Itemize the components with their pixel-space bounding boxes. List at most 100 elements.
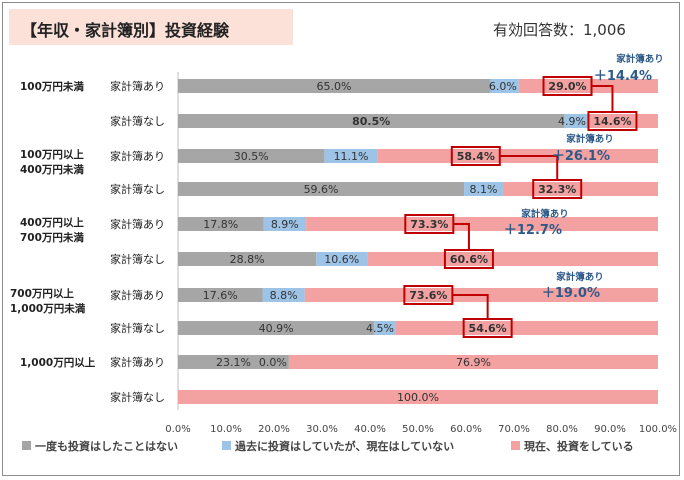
data-label: 76.9% [456,356,491,369]
group-label: 400万円未満 [20,163,84,176]
legend-label: 過去に投資はしていたが、現在はしていない [234,439,454,453]
connector-line [452,294,489,319]
x-tick-label: 50.0% [402,424,434,435]
bar-segment [306,217,658,231]
data-label: 73.3% [410,218,448,231]
annotation-value: ＋26.1% [552,149,610,164]
bar-segment [263,217,307,231]
data-label: 8.9% [271,218,299,231]
row-label: 家計簿あり [110,149,165,163]
legend-label: 現在、投資をしている [524,439,634,453]
bar-segment [178,114,565,128]
annotation-label: 家計簿あり [556,271,604,283]
title-box [9,9,293,45]
group-label: 400万円以上 [20,216,84,229]
data-label: 59.6% [304,183,339,196]
data-label: 4.9% [558,115,586,128]
bar-segment [178,252,317,266]
data-label: 60.6% [450,253,488,266]
x-tick-label: 10.0% [210,424,242,435]
group-label: 1,000万円以上 [20,356,96,369]
data-label: 11.1% [334,150,369,163]
group-label: 100万円未満 [20,80,84,93]
x-tick-label: 30.0% [306,424,338,435]
bar-segment [178,79,490,93]
bar-segment [367,252,658,266]
row-label: 家計簿なし [110,182,165,196]
group-label: 700万円以上 [10,287,74,300]
data-label: 73.6% [409,289,447,302]
bar-segment [178,355,289,369]
x-tick-label: 0.0% [165,424,190,435]
legend-swatch [511,441,520,450]
data-label: 58.4% [457,150,495,163]
row-label: 家計簿なし [110,114,165,128]
data-label: 80.5% [352,115,390,128]
data-label: 32.3% [538,183,576,196]
data-label: 17.8% [203,218,238,231]
row-label: 家計簿なし [110,390,165,404]
connector-line [499,155,559,180]
data-label: 17.6% [203,289,238,302]
bar-segment [395,321,658,335]
data-label: 30.5% [234,150,269,163]
group-label: 100万円以上 [20,148,84,161]
annotation-label: 家計簿あり [566,133,614,145]
legend-label: 一度も投資はしたことはない [35,439,178,453]
bar-segment [587,114,658,128]
annotation-value: ＋12.7% [504,223,562,238]
row-label: 家計簿あり [110,288,165,302]
group-label: 1,000万円未満 [10,302,86,315]
bar-segment [178,182,465,196]
bar-segment [564,114,588,128]
x-tick-label: 40.0% [354,424,386,435]
bar-segment [178,288,263,302]
data-label: 8.8% [270,289,298,302]
data-label: 0.0% [259,356,287,369]
bar-segment [288,355,658,369]
bar-segment [178,149,325,163]
bar-segment [178,321,375,335]
data-label: 23.1% [216,356,251,369]
x-tick-label: 90.0% [594,424,626,435]
bar-segment [518,79,658,93]
bar-segment [262,288,305,302]
row-label: 家計簿なし [110,252,165,266]
bar-segment [178,217,264,231]
x-tick-label: 60.0% [450,424,482,435]
data-label: 10.6% [324,253,359,266]
bar-segment [324,149,378,163]
connector-line [591,85,614,112]
bar-segment [464,182,503,196]
data-label: 8.1% [470,183,498,196]
group-label: 700万円未満 [20,231,84,244]
row-label: 家計簿あり [110,79,165,93]
row-label: 家計簿あり [110,217,165,231]
bar-segment [178,390,658,404]
bar-segment [316,252,368,266]
data-label: 65.0% [317,80,352,93]
row-label: 家計簿なし [110,321,165,335]
data-label: 40.9% [259,322,294,335]
x-tick-label: 70.0% [498,424,530,435]
chart-title: 【年収・家計簿別】投資経験 [21,21,230,40]
x-tick-label: 100.0% [639,424,677,435]
annotation-value: ＋14.4% [594,69,652,84]
data-label: 6.0% [489,80,517,93]
data-label: 28.8% [230,253,265,266]
row-label: 家計簿あり [110,355,165,369]
legend-swatch [22,441,31,450]
x-tick-label: 80.0% [546,424,578,435]
data-label: 14.6% [593,115,631,128]
data-label: 29.0% [548,80,586,93]
annotation-label: 家計簿あり [521,208,569,220]
legend-swatch [222,441,231,450]
annotation-value: ＋19.0% [542,286,600,301]
data-label: 4.5% [366,322,394,335]
respondent-count: 有効回答数：1,006 [493,21,626,39]
bar-segment [490,79,519,93]
connector-line [453,223,470,250]
annotation-label: 家計簿あり [616,53,664,65]
x-tick-label: 20.0% [258,424,290,435]
